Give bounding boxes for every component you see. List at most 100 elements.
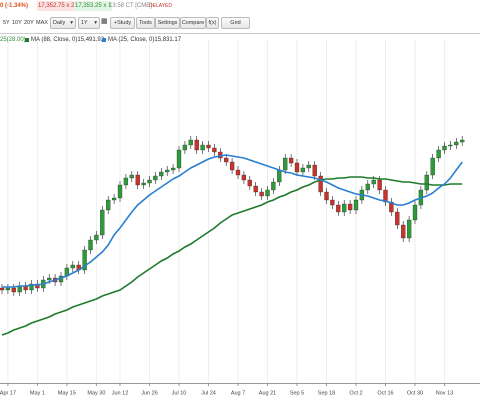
candle-body bbox=[336, 204, 341, 213]
x-tick-label: Oct 2 bbox=[349, 390, 362, 396]
candle-body bbox=[229, 161, 235, 171]
legend-swatch bbox=[102, 38, 106, 42]
toolbar-button[interactable]: Settings bbox=[155, 17, 180, 29]
candle-body bbox=[165, 169, 170, 173]
candle-body bbox=[430, 157, 435, 176]
x-tick-label: Jul 24 bbox=[201, 390, 216, 396]
range-button[interactable]: 20Y bbox=[24, 20, 34, 26]
candle-body bbox=[259, 191, 264, 197]
x-tick-label: Jul 10 bbox=[172, 390, 187, 396]
candle-body bbox=[412, 204, 418, 221]
interval: Daily bbox=[53, 20, 66, 26]
x-tick-label: Sep 18 bbox=[318, 390, 335, 396]
legend-swatch bbox=[25, 38, 29, 42]
candle-body bbox=[460, 139, 465, 143]
toolbar-button[interactable]: f(x) bbox=[206, 17, 219, 29]
candle-body bbox=[283, 157, 288, 171]
x-tick-label: Sep 5 bbox=[290, 390, 304, 396]
candle-body bbox=[377, 179, 382, 191]
candle-body bbox=[342, 203, 347, 213]
x-tick-label: Oct 30 bbox=[407, 390, 423, 396]
candle-body bbox=[288, 157, 294, 164]
candle-body bbox=[29, 283, 34, 291]
candle-body bbox=[424, 174, 429, 191]
x-tick-label: Nov 13 bbox=[436, 390, 453, 396]
dropdown-arrow: ▾ bbox=[94, 20, 97, 26]
candle-body bbox=[82, 249, 87, 271]
candle-body bbox=[111, 197, 117, 201]
candle-body bbox=[123, 177, 129, 186]
x-tick-label: May 15 bbox=[58, 390, 76, 396]
calendar-icon[interactable]: ▦ bbox=[101, 18, 108, 25]
toolbar-button[interactable]: +Study bbox=[110, 17, 135, 29]
candle-body bbox=[300, 167, 306, 173]
candle-body bbox=[365, 183, 370, 191]
toolbar-button[interactable]: Compare bbox=[180, 17, 206, 29]
candle-body bbox=[129, 174, 134, 179]
candle-body bbox=[306, 164, 311, 169]
candle-body bbox=[176, 149, 182, 169]
range-button[interactable]: 5Y bbox=[3, 20, 10, 26]
legend-label: MA (25, Close, 0)15,831.17 bbox=[108, 37, 182, 43]
interval-select[interactable]: Daily ▾ bbox=[50, 17, 76, 29]
x-tick-label: Oct 16 bbox=[377, 390, 393, 396]
ma-line bbox=[1, 176, 463, 336]
candle-body bbox=[11, 287, 16, 293]
candle-body bbox=[371, 179, 376, 185]
toolbar-button[interactable]: Tools bbox=[136, 17, 155, 29]
x-tick-label: May 30 bbox=[87, 390, 105, 396]
candle-body bbox=[188, 139, 193, 146]
candle-body bbox=[135, 174, 140, 186]
period: 1Y bbox=[81, 20, 88, 26]
candle-body bbox=[271, 181, 276, 191]
candle-body bbox=[241, 174, 247, 181]
candle-body bbox=[324, 191, 329, 201]
change: 0 (-1.34%) bbox=[0, 3, 29, 9]
candle-body bbox=[401, 224, 406, 239]
range-button[interactable]: MAX bbox=[36, 20, 48, 26]
candle-body bbox=[347, 203, 353, 211]
x-tick-label: Aug 7 bbox=[231, 390, 245, 396]
candle-body bbox=[212, 147, 217, 153]
candle-body bbox=[141, 182, 146, 186]
candle-body bbox=[70, 264, 75, 269]
candle-body bbox=[153, 175, 158, 181]
candle-body bbox=[436, 149, 441, 159]
candle-body bbox=[294, 162, 300, 173]
candle-body bbox=[454, 141, 459, 146]
candle-body bbox=[253, 185, 258, 193]
candle-body bbox=[106, 199, 111, 211]
status: DELAYED bbox=[149, 3, 172, 9]
candle-body bbox=[330, 199, 335, 206]
toolbar-button[interactable]: Grid bbox=[221, 17, 250, 29]
candle-body bbox=[353, 199, 359, 211]
candle-body bbox=[265, 189, 270, 197]
legend-label: MA (88, Close, 0)15,491.92 bbox=[31, 37, 105, 43]
candle-body bbox=[406, 219, 412, 239]
range-button[interactable]: 10Y bbox=[12, 20, 22, 26]
period-select[interactable]: 1Y ▾ bbox=[78, 17, 100, 29]
candle-body bbox=[200, 144, 205, 151]
x-tick-label: Jun 12 bbox=[112, 390, 129, 396]
quote-time: 13:58 CT [CME] bbox=[109, 3, 152, 9]
x-tick-label: Aug 21 bbox=[259, 390, 276, 396]
candle-body bbox=[100, 209, 105, 236]
candle-body bbox=[389, 201, 394, 213]
candle-body bbox=[383, 189, 388, 203]
candle-body bbox=[442, 145, 447, 151]
bid: 17,352.75 x 2 bbox=[37, 1, 76, 11]
x-tick-label: Apr 17 bbox=[0, 390, 16, 396]
candle-body bbox=[47, 277, 52, 281]
ma-line bbox=[2, 154, 463, 288]
candle-body bbox=[312, 164, 317, 177]
legend-prefix: 25(28.00) bbox=[0, 37, 26, 43]
candle-body bbox=[159, 171, 164, 177]
ask: 17,353.25 x 1 bbox=[74, 1, 113, 11]
x-tick-label: May 1 bbox=[30, 390, 45, 396]
candle-body bbox=[448, 144, 453, 147]
candle-body bbox=[147, 179, 152, 184]
candle-body bbox=[224, 157, 229, 163]
candle-body bbox=[94, 234, 99, 241]
candle-body bbox=[35, 283, 40, 289]
